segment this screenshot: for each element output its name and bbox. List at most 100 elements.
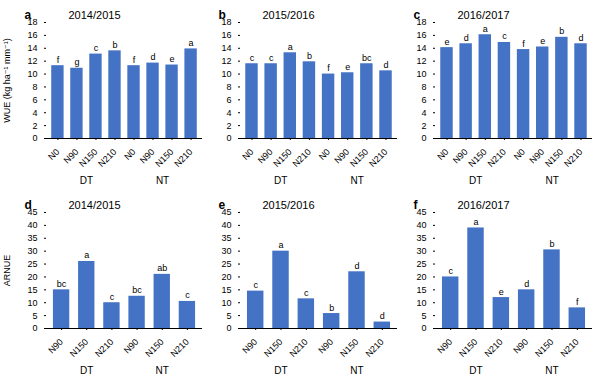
svg-text:N210: N210	[288, 337, 310, 359]
svg-text:6: 6	[32, 95, 37, 105]
svg-text:b: b	[549, 239, 554, 249]
svg-text:12: 12	[27, 56, 37, 66]
svg-text:N210: N210	[367, 147, 389, 169]
svg-text:e: e	[444, 37, 449, 47]
svg-text:N210: N210	[483, 337, 505, 359]
svg-text:15: 15	[27, 285, 37, 295]
svg-text:g: g	[74, 57, 79, 67]
svg-text:ab: ab	[157, 263, 167, 273]
svg-text:d: d	[25, 198, 32, 212]
svg-text:15: 15	[416, 285, 426, 295]
svg-text:5: 5	[421, 310, 426, 320]
svg-text:N150: N150	[338, 337, 360, 359]
svg-text:2: 2	[32, 120, 37, 130]
svg-text:30: 30	[27, 246, 37, 256]
svg-text:N150: N150	[68, 337, 90, 359]
svg-text:d: d	[524, 279, 529, 289]
svg-text:N210: N210	[486, 147, 508, 169]
svg-text:30: 30	[416, 246, 426, 256]
svg-text:35: 35	[221, 233, 231, 243]
svg-text:N210: N210	[562, 147, 584, 169]
svg-text:c: c	[269, 53, 274, 63]
svg-text:20: 20	[27, 272, 37, 282]
svg-text:DT: DT	[274, 175, 287, 186]
svg-text:a: a	[288, 42, 293, 52]
svg-text:14: 14	[416, 43, 426, 53]
svg-text:DT: DT	[469, 365, 482, 376]
svg-text:c: c	[502, 31, 507, 41]
svg-text:N150: N150	[77, 147, 99, 169]
svg-text:NT: NT	[156, 175, 169, 186]
svg-text:ARNUE: ARNUE	[2, 255, 12, 287]
svg-text:DT: DT	[469, 175, 482, 186]
svg-text:16: 16	[416, 30, 426, 40]
svg-text:0: 0	[421, 323, 426, 333]
svg-text:N0: N0	[240, 147, 255, 162]
svg-text:N90: N90	[122, 337, 141, 356]
svg-text:N210: N210	[93, 337, 115, 359]
svg-text:15: 15	[221, 285, 231, 295]
svg-text:10: 10	[221, 298, 231, 308]
svg-text:2015/2016: 2015/2016	[263, 9, 315, 21]
svg-text:e: e	[170, 54, 175, 64]
svg-text:0: 0	[32, 323, 37, 333]
svg-text:16: 16	[27, 30, 37, 40]
svg-text:N150: N150	[457, 337, 479, 359]
svg-text:b: b	[559, 26, 564, 36]
svg-text:0: 0	[421, 133, 426, 143]
svg-text:8: 8	[226, 82, 231, 92]
svg-text:c: c	[250, 53, 255, 63]
svg-text:N150: N150	[262, 337, 284, 359]
svg-text:f: f	[57, 55, 60, 65]
svg-text:NT: NT	[546, 175, 559, 186]
svg-text:d: d	[380, 311, 385, 321]
svg-text:12: 12	[416, 56, 426, 66]
svg-text:N150: N150	[466, 147, 488, 169]
svg-text:NT: NT	[350, 365, 363, 376]
svg-text:NT: NT	[351, 175, 364, 186]
svg-text:5: 5	[226, 310, 231, 320]
svg-text:14: 14	[27, 43, 37, 53]
svg-text:N150: N150	[533, 337, 555, 359]
svg-text:N210: N210	[96, 147, 118, 169]
svg-text:a: a	[279, 240, 284, 250]
svg-text:40: 40	[27, 220, 37, 230]
svg-text:c: c	[414, 8, 421, 22]
svg-text:20: 20	[416, 272, 426, 282]
svg-text:35: 35	[27, 233, 37, 243]
svg-text:DT: DT	[80, 365, 93, 376]
svg-text:0: 0	[32, 133, 37, 143]
svg-text:2015/2016: 2015/2016	[263, 199, 315, 211]
svg-text:N150: N150	[543, 147, 565, 169]
svg-text:0: 0	[226, 133, 231, 143]
svg-text:N150: N150	[153, 147, 175, 169]
svg-text:c: c	[253, 280, 258, 290]
svg-text:2016/2017: 2016/2017	[458, 9, 510, 21]
svg-text:d: d	[151, 52, 156, 62]
svg-text:c: c	[185, 290, 190, 300]
svg-text:30: 30	[221, 246, 231, 256]
svg-text:N210: N210	[169, 337, 191, 359]
svg-text:b: b	[219, 8, 226, 22]
svg-text:d: d	[354, 261, 359, 271]
svg-text:d: d	[464, 33, 469, 43]
svg-text:4: 4	[226, 108, 231, 118]
svg-text:f: f	[576, 297, 579, 307]
svg-text:6: 6	[421, 95, 426, 105]
svg-text:10: 10	[221, 69, 231, 79]
svg-text:bc: bc	[362, 53, 372, 63]
svg-text:c: c	[94, 43, 99, 53]
svg-text:N150: N150	[348, 147, 370, 169]
svg-text:NT: NT	[545, 365, 558, 376]
svg-text:45: 45	[416, 207, 426, 217]
svg-text:10: 10	[27, 69, 37, 79]
svg-text:N90: N90	[46, 337, 65, 356]
svg-text:bc: bc	[57, 279, 67, 289]
svg-text:e: e	[219, 198, 226, 212]
svg-text:4: 4	[421, 108, 426, 118]
svg-text:25: 25	[416, 259, 426, 269]
svg-text:N210: N210	[172, 147, 194, 169]
svg-text:N210: N210	[291, 147, 313, 169]
svg-text:e: e	[499, 287, 504, 297]
svg-text:f: f	[414, 198, 419, 212]
